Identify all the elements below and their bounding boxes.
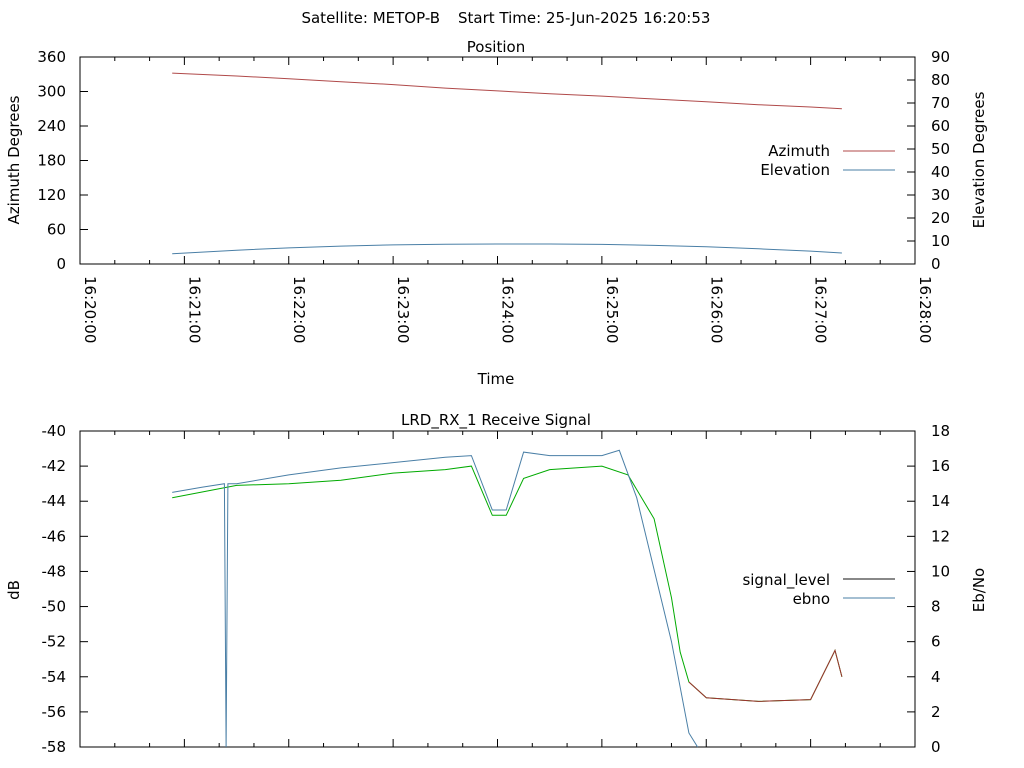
legend-azimuth-label: Azimuth: [768, 142, 830, 160]
receive-legend: signal_level ebno: [742, 571, 895, 608]
y-tick-label: 300: [37, 83, 66, 101]
x-tick-label: 16:25:00: [603, 276, 621, 343]
y2-tick-label: 2: [931, 703, 941, 721]
y2-tick-label: 6: [931, 633, 941, 651]
y2-tick-label: 10: [931, 562, 950, 580]
y2-tick-label: 50: [931, 140, 950, 158]
x-tick-label: 16:26:00: [707, 276, 725, 343]
series-line-elevation: [172, 243, 842, 255]
start-time-label: Start Time: 25-Jun-2025 16:20:53: [458, 9, 710, 27]
y2-tick-label: 30: [931, 186, 950, 204]
legend-ebno-label: ebno: [793, 590, 830, 608]
y2-tick-label: 40: [931, 163, 950, 181]
x-tick-label: 16:28:00: [916, 276, 934, 343]
position-chart: Position 0 60 120 180 240 300 360 0 10 20 30 40 50 60…: [5, 38, 988, 388]
y2-tick-label: 16: [931, 457, 950, 475]
y-tick-label: -50: [42, 598, 67, 616]
y-tick-label: -56: [42, 703, 67, 721]
y2-tick-label: 20: [931, 209, 950, 227]
series-line-signal-level: [172, 465, 843, 702]
y-tick-label: -46: [42, 527, 67, 545]
y-tick-label: -44: [42, 492, 67, 510]
y-tick-label: -54: [42, 668, 67, 686]
x-tick-label: 16:23:00: [394, 276, 412, 343]
y2-tick-label: 70: [931, 94, 950, 112]
receive-plot-frame: [79, 430, 916, 748]
position-legend: Azimuth Elevation: [760, 142, 895, 179]
y-tick-label: 180: [37, 152, 66, 170]
x-tick-label: 16:24:00: [499, 276, 517, 343]
y2-tick-label: 4: [931, 668, 941, 686]
db-axis-label: dB: [5, 580, 23, 600]
y2-tick-label: 80: [931, 71, 950, 89]
y2-tick-label: 0: [931, 738, 941, 756]
receive-signal-chart: LRD_RX_1 Receive Signal -58 -56 -54 -52 -50 -…: [5, 411, 988, 756]
x-tick-label: 16:27:00: [812, 276, 830, 343]
x-tick-label: 16:20:00: [81, 276, 99, 343]
x-tick-label: 16:22:00: [290, 276, 308, 343]
y-tick-label: -48: [42, 562, 67, 580]
position-chart-title: Position: [467, 38, 525, 56]
y2-tick-label: 90: [931, 48, 950, 66]
y2-tick-label: 18: [931, 422, 950, 440]
legend-elevation-label: Elevation: [760, 161, 830, 179]
time-axis-label: Time: [477, 370, 515, 388]
y-tick-label: 360: [37, 48, 66, 66]
satellite-label: Satellite: METOP-B: [301, 9, 440, 27]
series-line-ebno: [172, 449, 699, 748]
y-tick-label: 60: [47, 221, 66, 239]
elevation-axis-label: Elevation Degrees: [970, 91, 988, 228]
series-line-signal-level-tail: [688, 648, 843, 702]
ebno-axis-label: Eb/No: [970, 568, 988, 612]
y2-tick-label: 8: [931, 598, 941, 616]
azimuth-axis-label: Azimuth Degrees: [5, 95, 23, 224]
y-tick-label: 120: [37, 186, 66, 204]
y-tick-label: 240: [37, 117, 66, 135]
y-tick-label: -42: [42, 457, 67, 475]
y-tick-label: -58: [42, 738, 67, 756]
receive-signal-chart-title: LRD_RX_1 Receive Signal: [401, 411, 591, 430]
y2-tick-label: 14: [931, 492, 950, 510]
y2-tick-label: 0: [931, 255, 941, 273]
y-tick-label: -40: [42, 422, 67, 440]
series-line-azimuth: [172, 72, 842, 110]
y-tick-label: 0: [56, 255, 66, 273]
y-tick-label: -52: [42, 633, 67, 651]
y2-tick-label: 60: [931, 117, 950, 135]
y2-tick-label: 12: [931, 527, 950, 545]
legend-signal-level-label: signal_level: [742, 571, 830, 590]
x-tick-label: 16:21:00: [185, 276, 203, 343]
y2-tick-label: 10: [931, 232, 950, 250]
